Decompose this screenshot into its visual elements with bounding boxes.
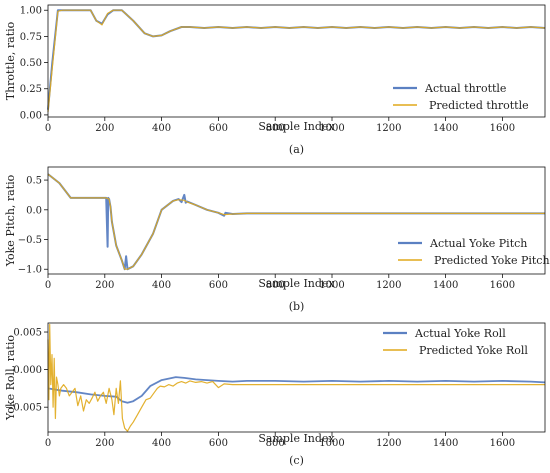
y-tick-label: 0.00 [20,110,42,121]
x-tick-label: 800 [266,438,285,449]
x-tick-label: 1400 [433,123,458,134]
plot-frame [47,4,546,118]
series-line-predicted [47,323,545,432]
y-axis-label: Throttle, ratio [4,21,17,100]
x-tick-label: 400 [152,123,171,134]
y-tick-label: −0.5 [18,235,42,246]
x-tick-label: 400 [152,280,171,291]
panel-caption: (a) [289,143,304,156]
x-tick-label: 1400 [433,280,458,291]
x-tick-label: 1600 [490,123,515,134]
y-tick-label: −1.0 [18,265,42,276]
x-tick-label: 600 [209,438,228,449]
x-tick-label: 1600 [490,438,515,449]
legend-label-actual: Actual Yoke Pitch [429,237,527,250]
series-line-predicted [47,9,546,112]
x-tick-label: 1000 [319,123,344,134]
legend-label-predicted: Predicted Yoke Roll [419,344,528,357]
x-tick-label: 800 [266,123,285,134]
y-axis-label: Yoke Pitch, ratio [4,174,17,267]
legend-label-predicted: Predicted Yoke Pitch [434,254,550,267]
legend-label-actual: Actual Yoke Roll [414,327,506,340]
x-tick-label: 1600 [490,280,515,291]
y-axis-label: Yoke Roll, ratio [4,335,17,421]
plot-frame [47,322,546,433]
x-tick-label: 1200 [376,123,401,134]
x-tick-label: 200 [95,280,114,291]
y-tick-label: 0.0 [26,205,42,216]
panel-yoke-roll: 0 200 400 600 800 1000 1200 1400 1600 −0.005 0.000… [4,322,546,467]
x-tick-label: 1000 [319,280,344,291]
x-axis-label: Sample Index [258,432,335,445]
y-tick-label: 0.75 [20,32,42,43]
y-tick-label: 0.50 [20,58,42,69]
x-tick-label: 0 [45,123,51,134]
x-tick-label: 1200 [376,280,401,291]
x-tick-label: 600 [209,123,228,134]
panel-caption: (c) [289,454,304,467]
series-line-predicted [47,173,545,270]
x-axis-label: Sample Index [258,277,335,290]
x-tick-label: 200 [95,123,114,134]
panel-caption: (b) [289,300,305,313]
plot-frame [47,166,546,275]
y-tick-label: 0.005 [13,328,42,339]
x-tick-label: 800 [266,280,285,291]
x-tick-label: 1400 [433,438,458,449]
x-tick-label: 400 [152,438,171,449]
x-tick-label: 1000 [319,438,344,449]
x-tick-label: 600 [209,280,228,291]
y-tick-label: −0.005 [5,403,42,414]
legend-label-actual: Actual throttle [424,82,506,95]
series-line-actual [47,376,546,404]
y-tick-label: 0.5 [26,176,42,187]
y-tick-label: 0.000 [13,365,42,376]
legend-label-predicted: Predicted throttle [429,99,529,112]
x-tick-label: 0 [45,280,51,291]
y-tick-label: 0.25 [20,84,42,95]
x-tick-label: 1200 [376,438,401,449]
panel-throttle: 0 200 400 600 800 1000 1200 1400 1600 0.00 0.25 0.5… [4,4,546,156]
x-tick-label: 200 [95,438,114,449]
x-tick-label: 0 [45,438,51,449]
x-axis-label: Sample Index [258,120,335,133]
y-tick-label: 1.00 [20,6,42,17]
panel-yoke-pitch: 0 200 400 600 800 1000 1200 1400 1600 −1.0 −0.5 0.0… [4,166,550,313]
